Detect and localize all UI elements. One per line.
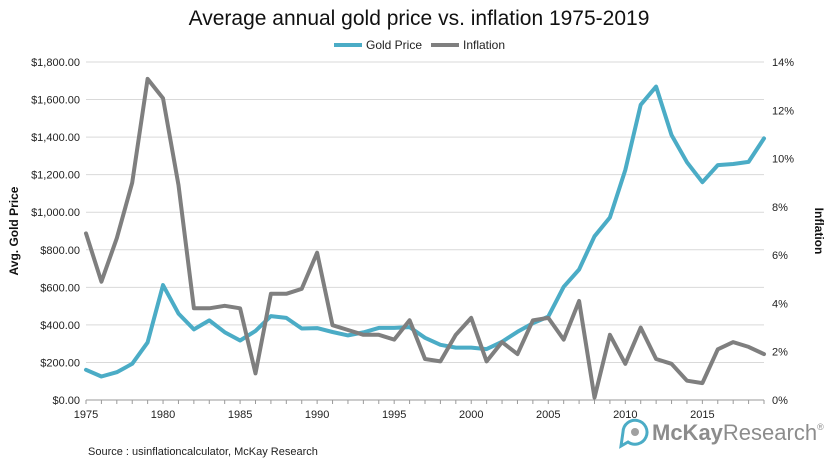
y-right-tick-label: 8% <box>772 202 788 214</box>
y-left-tick-label: $800.00 <box>40 245 80 257</box>
x-tick-label: 1985 <box>228 409 252 421</box>
series-layer <box>84 76 766 400</box>
speech-bubble-icon <box>619 418 649 449</box>
y-left-tick-label: $1,000.00 <box>31 207 80 219</box>
series-line-gold-price <box>84 84 766 379</box>
y-left-tick-label: $1,200.00 <box>31 170 80 182</box>
y-left-tick-label: $600.00 <box>40 282 80 294</box>
y-left-tick-label: $0.00 <box>52 395 80 407</box>
series-line-inflation <box>84 76 766 400</box>
x-tick-label: 2010 <box>613 409 637 421</box>
x-tick-label: 2000 <box>459 409 483 421</box>
y-right-tick-label: 6% <box>772 250 788 262</box>
x-tick-label: 2015 <box>690 409 714 421</box>
source-note: Source : usinflationcalculator, McKay Re… <box>88 446 318 458</box>
brand-name: McKayResearch® <box>652 420 824 445</box>
legend-label-inflation: Inflation <box>463 38 505 52</box>
x-tick-label: 2005 <box>536 409 560 421</box>
y-left-tick-label: $1,400.00 <box>31 132 80 144</box>
x-axis: 1975 1980 1985 1990 1995 2000 2005 2010 2015 <box>74 400 765 421</box>
y-axis-right-title: Inflation <box>812 208 826 255</box>
chart-title: Average annual gold price vs. inflation … <box>189 7 650 30</box>
brand-logo: McKayResearch® <box>619 418 824 449</box>
x-tick-label: 1995 <box>382 409 406 421</box>
y-right-tick-label: 14% <box>772 57 794 69</box>
y-right-tick-label: 0% <box>772 395 788 407</box>
y-left-tick-label: $400.00 <box>40 320 80 332</box>
y-right-tick-label: 2% <box>772 347 788 359</box>
y-left-tick-label: $200.00 <box>40 357 80 369</box>
legend-label-gold-price: Gold Price <box>366 38 422 52</box>
legend: Gold Price Inflation <box>334 38 505 52</box>
y-axis-right: 0% 2% 4% 6% 8% 10% 12% 14% <box>772 57 794 407</box>
y-axis-left: $0.00 $200.00 $400.00 $600.00 $800.00 $1,000.… <box>31 57 80 407</box>
x-tick-label: 1980 <box>151 409 175 421</box>
gridlines <box>86 61 764 401</box>
x-tick-label: 1975 <box>74 409 98 421</box>
x-tick-label: 1990 <box>305 409 329 421</box>
y-right-tick-label: 12% <box>772 105 794 117</box>
y-right-tick-label: 4% <box>772 298 788 310</box>
y-axis-left-title: Avg. Gold Price <box>7 186 21 275</box>
y-left-tick-label: $1,600.00 <box>31 95 80 107</box>
y-right-tick-label: 10% <box>772 154 794 166</box>
y-left-tick-label: $1,800.00 <box>31 57 80 69</box>
